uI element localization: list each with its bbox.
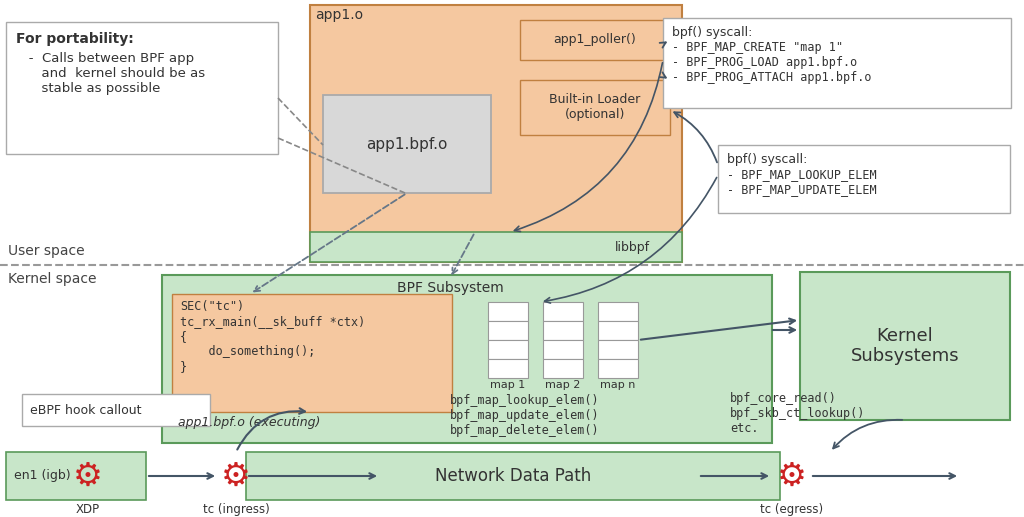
Bar	[520, 80, 670, 135]
Bar	[543, 321, 583, 340]
Bar	[543, 302, 583, 321]
Bar	[488, 321, 528, 340]
Bar	[543, 340, 583, 359]
Text: Network Data Path: Network Data Path	[435, 467, 591, 485]
Bar	[310, 5, 682, 262]
Text: bpf_map_lookup_elem()
bpf_map_update_elem()
bpf_map_delete_elem(): bpf_map_lookup_elem() bpf_map_update_ele…	[450, 394, 600, 437]
Bar	[488, 302, 528, 321]
Bar	[22, 394, 210, 426]
Text: For portability:: For portability:	[16, 32, 134, 46]
Text: - BPF_MAP_LOOKUP_ELEM
- BPF_MAP_UPDATE_ELEM: - BPF_MAP_LOOKUP_ELEM - BPF_MAP_UPDATE_E…	[727, 168, 877, 196]
Bar	[488, 359, 528, 378]
Text: User space: User space	[8, 244, 85, 258]
Text: ⚙: ⚙	[221, 460, 251, 493]
Text: bpf() syscall:: bpf() syscall:	[727, 153, 807, 166]
Bar	[488, 340, 528, 359]
Bar	[162, 275, 772, 443]
Text: Kernel
Subsystems: Kernel Subsystems	[851, 327, 959, 366]
Text: ⚙: ⚙	[73, 460, 103, 493]
Bar	[663, 18, 1011, 108]
Text: -  Calls between BPF app
      and  kernel should be as
      stable as possible: - Calls between BPF app and kernel shoul…	[16, 52, 205, 95]
Text: en1 (igb): en1 (igb)	[14, 469, 71, 482]
Text: app1_poller(): app1_poller()	[554, 34, 636, 47]
Text: map n: map n	[600, 380, 636, 390]
Bar	[172, 294, 452, 412]
Text: map 1: map 1	[490, 380, 525, 390]
Text: app1.bpf.o (executing): app1.bpf.o (executing)	[178, 416, 321, 429]
Text: app1.o: app1.o	[315, 8, 364, 22]
Text: BPF Subsystem: BPF Subsystem	[396, 281, 504, 295]
Bar	[310, 232, 682, 262]
Text: libbpf: libbpf	[614, 240, 650, 253]
Bar	[543, 359, 583, 378]
Text: tc (egress): tc (egress)	[761, 503, 823, 516]
Bar	[246, 452, 780, 500]
Text: tc (ingress): tc (ingress)	[203, 503, 269, 516]
Text: - BPF_MAP_CREATE "map 1"
- BPF_PROG_LOAD app1.bpf.o
- BPF_PROG_ATTACH app1.bpf.o: - BPF_MAP_CREATE "map 1" - BPF_PROG_LOAD…	[672, 41, 871, 84]
Text: bpf_core_read()
bpf_skb_ct_lookup()
etc.: bpf_core_read() bpf_skb_ct_lookup() etc.	[730, 392, 865, 435]
Text: map 2: map 2	[546, 380, 581, 390]
Bar	[598, 340, 638, 359]
Text: Kernel space: Kernel space	[8, 272, 96, 286]
Bar	[598, 359, 638, 378]
Bar	[6, 452, 146, 500]
Bar	[598, 302, 638, 321]
Bar	[6, 22, 278, 154]
Text: Built-in Loader
(optional): Built-in Loader (optional)	[549, 93, 641, 121]
Text: XDP: XDP	[76, 503, 100, 516]
Bar	[323, 95, 490, 193]
Text: app1.bpf.o: app1.bpf.o	[367, 136, 447, 151]
Text: bpf() syscall:: bpf() syscall:	[672, 26, 753, 39]
Text: eBPF hook callout: eBPF hook callout	[30, 403, 141, 417]
Text: SEC("tc")
tc_rx_main(__sk_buff *ctx)
{
    do_something();
}: SEC("tc") tc_rx_main(__sk_buff *ctx) { d…	[180, 300, 366, 373]
Text: ⚙: ⚙	[777, 460, 807, 493]
Bar	[800, 272, 1010, 420]
Bar	[598, 321, 638, 340]
Bar	[718, 145, 1010, 213]
Bar	[520, 20, 670, 60]
